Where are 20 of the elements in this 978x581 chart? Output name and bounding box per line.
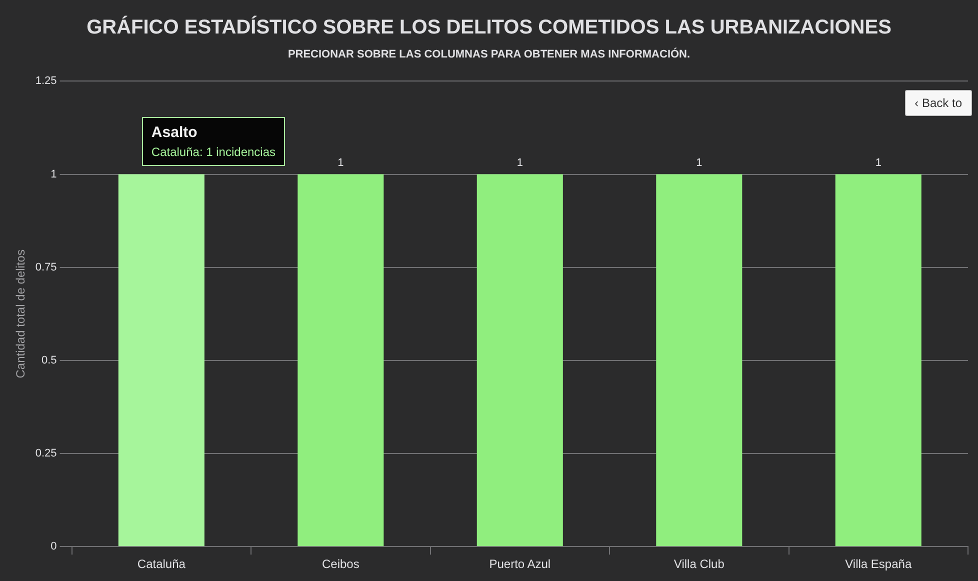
- y-tick-label: 0.5: [42, 354, 57, 366]
- data-label: 1: [696, 156, 702, 169]
- y-tick-label: 0: [50, 540, 57, 553]
- data-label: 1: [875, 156, 882, 169]
- chart-subtitle: PRECIONAR SOBRE LAS COLUMNAS PARA OBTENER MAS INFORMACIÓN.: [288, 48, 690, 61]
- x-tick-label: Puerto Azul: [489, 557, 551, 572]
- x-tick-label: Villa Club: [674, 557, 725, 572]
- y-tick-label: 1.25: [35, 75, 57, 88]
- chart-title: GRÁFICO ESTADÍSTICO SOBRE LOS DELITOS COMETIDOS LAS URBANIZACIONES: [86, 16, 892, 39]
- data-label: 1: [338, 156, 344, 169]
- x-tick-label: Ceibos: [322, 557, 360, 572]
- y-axis-title: Cantidad total de delitos: [14, 250, 28, 378]
- data-label: 1: [516, 156, 523, 169]
- y-tick-label: 1: [50, 168, 57, 180]
- x-tick-label: Villa España: [845, 557, 912, 572]
- y-tick-label: 0.25: [35, 448, 57, 460]
- annotation: Asalto Cataluña: 1 incidencias: [151, 124, 276, 160]
- y-tick-label: 0.75: [35, 261, 57, 274]
- x-tick-label: Cataluña: [137, 557, 186, 572]
- back-button: ‹ Back to: [904, 90, 972, 116]
